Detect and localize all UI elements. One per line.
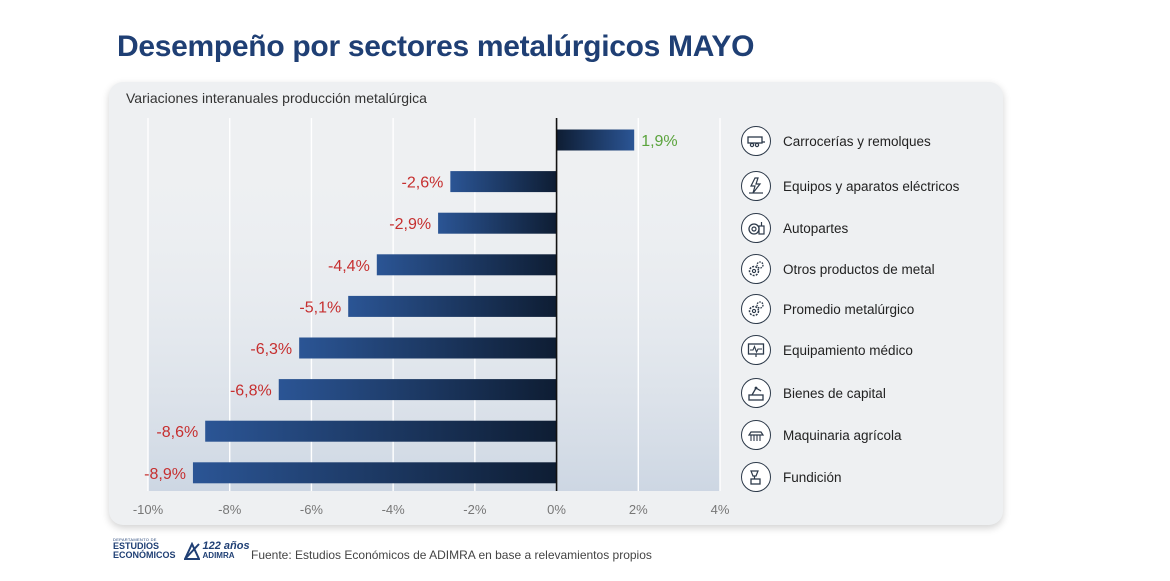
bar-value-label: -2,9% [389,216,431,233]
bar [556,129,635,151]
electrical-equipment-icon [741,171,771,201]
bar [192,462,557,484]
estudios-economicos-logo: DEPARTAMENTO DE ESTUDIOS ECONÓMICOS [113,537,176,560]
foundry-icon [741,462,771,492]
agricultural-machine-icon [741,420,771,450]
bar-value-label: -8,9% [144,466,186,483]
trailer-icon [741,126,771,156]
legend-label: Promedio metalúrgico [783,301,915,317]
x-tick-label: -8% [218,502,242,517]
bar [450,171,557,193]
legend-label: Otros productos de metal [783,261,935,277]
x-tick-label: -10% [133,502,164,517]
medical-monitor-icon [741,335,771,365]
metal-average-gears-icon [741,294,771,324]
adimra-logo: 122 años ADIMRA [183,541,250,560]
adimra-mark-icon [183,541,200,560]
bar [376,254,557,276]
bar-value-label: -5,1% [299,299,341,316]
machinery-icon [741,378,771,408]
legend-item-fundicion: Fundición [741,460,996,494]
x-tick-label: 4% [711,502,730,517]
legend-label: Maquinaria agrícola [783,427,902,443]
bar [348,295,557,317]
x-tick-label: 2% [629,502,648,517]
bar-value-label: 1,9% [641,133,677,150]
page-title: Desempeño por sectores metalúrgicos MAYO [117,30,755,63]
x-tick-label: -4% [382,502,406,517]
legend-label: Bienes de capital [783,385,886,401]
bar [278,379,557,401]
legend-item-autopartes: Autopartes [741,211,996,245]
metal-products-gears-icon [741,254,771,284]
legend-item-bienes-capital: Bienes de capital [741,376,996,410]
auto-parts-icon [741,213,771,243]
footer-logos: DEPARTAMENTO DE ESTUDIOS ECONÓMICOS 122 … [113,538,250,560]
legend-label: Equipamiento médico [783,342,913,358]
legend-item-equipos-electricos: Equipos y aparatos eléctricos [741,169,996,203]
x-tick-label: -6% [300,502,324,517]
bar-value-label: -8,6% [156,424,198,441]
legend-label: Fundición [783,469,842,485]
bar [299,337,557,359]
legend-item-maquinaria-agricola: Maquinaria agrícola [741,418,996,452]
x-tick-label: -2% [463,502,487,517]
legend-label: Equipos y aparatos eléctricos [783,178,960,194]
legend-item-carrocerias: Carrocerías y remolques [741,124,996,158]
legend-item-otros-productos: Otros productos de metal [741,252,996,286]
x-tick-label: 0% [547,502,566,517]
legend-item-promedio: Promedio metalúrgico [741,292,996,326]
bar [205,420,557,442]
bar-value-label: -6,8% [230,383,272,400]
legend-label: Carrocerías y remolques [783,133,931,149]
legend-label: Autopartes [783,220,849,236]
bar [438,212,557,234]
source-note: Fuente: Estudios Económicos de ADIMRA en… [251,548,652,562]
legend-item-equipamiento-medico: Equipamiento médico [741,333,996,367]
chart-subtitle: Variaciones interanuales producción meta… [126,90,427,106]
bar-value-label: -2,6% [402,175,444,192]
bar-value-label: -4,4% [328,258,370,275]
bar-value-label: -6,3% [250,341,292,358]
